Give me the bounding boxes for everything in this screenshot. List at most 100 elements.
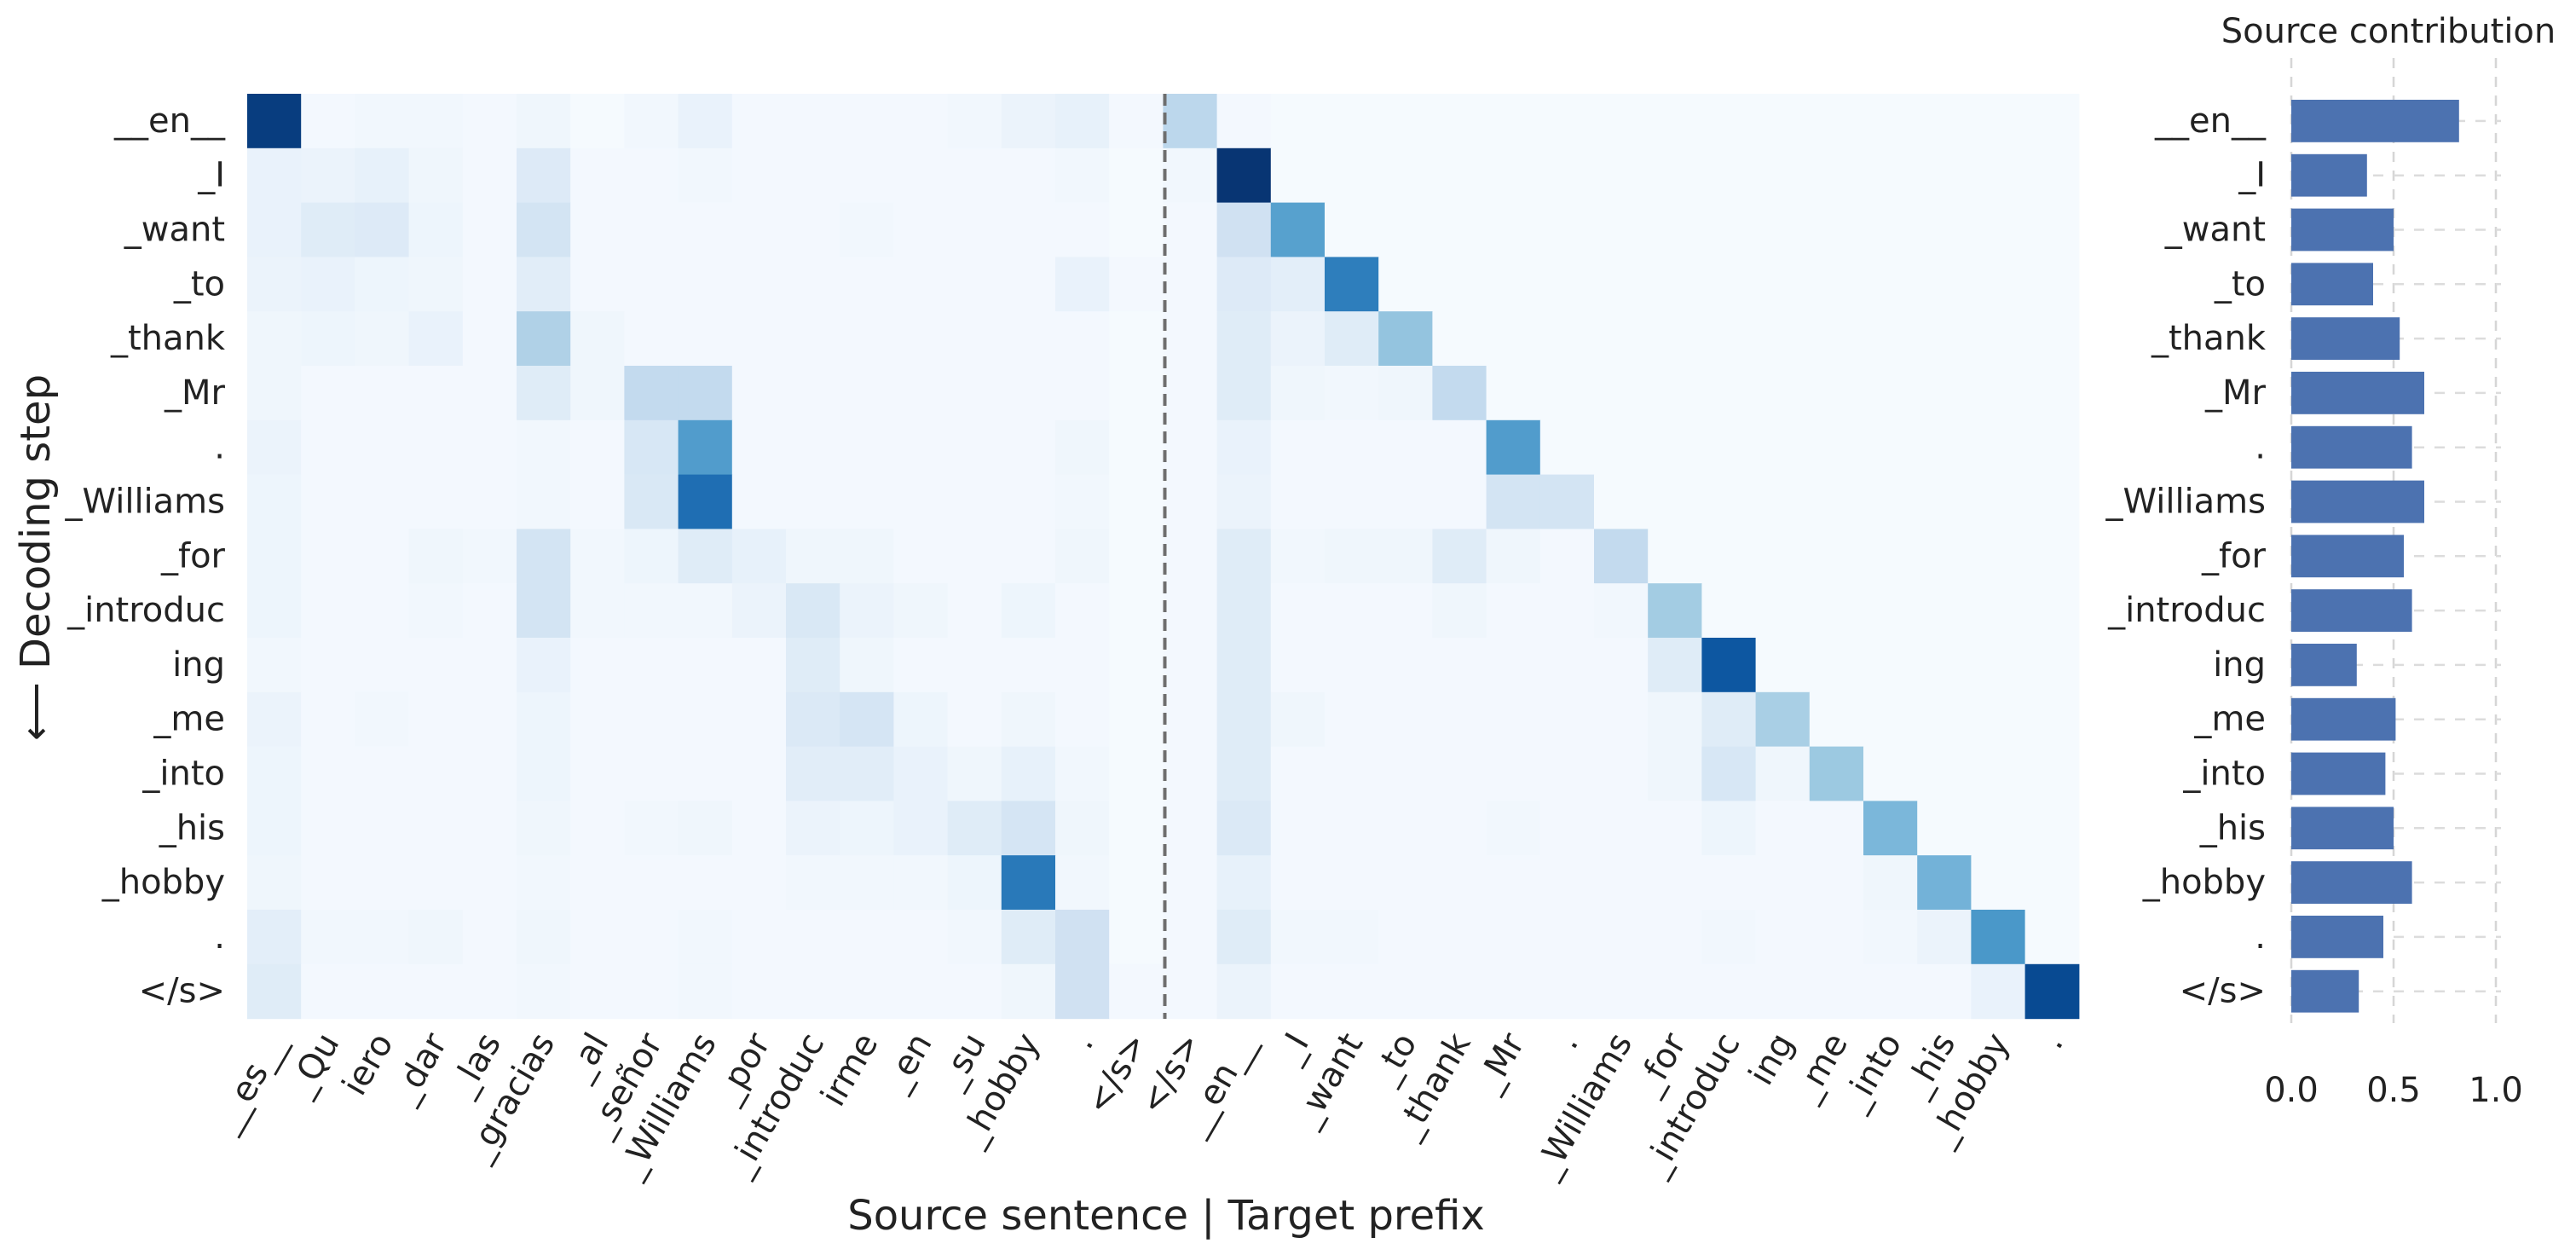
heatmap-cell [301,746,355,801]
heatmap-cell [1055,419,1110,476]
heatmap-cell [624,94,679,149]
heatmap-cell [1971,963,2026,1020]
heatmap-cell [408,257,464,312]
heatmap-cell [1917,638,1972,693]
heatmap-x-tick-label: . [1547,1027,1586,1055]
heatmap-cell [1216,638,1272,693]
heatmap-cell [947,855,1002,911]
heatmap-cell [947,94,1002,149]
heatmap-cell [1594,583,1649,639]
heatmap-cell [517,583,571,639]
heatmap-cell [517,638,571,693]
heatmap-cell [1863,746,1918,801]
heatmap-cell [1378,529,1433,584]
heatmap-x-tick-label: _Qu [280,1027,348,1103]
heatmap-cell [1325,855,1379,911]
heatmap-cell [1648,801,1702,856]
heatmap-cell [1378,963,1433,1020]
heatmap-cell [1001,746,1056,801]
heatmap-cell [1809,366,1864,421]
heatmap-cell [1001,691,1056,748]
heatmap-cell [893,801,949,856]
heatmap-cell [1755,311,1811,367]
heatmap-cell [947,801,1002,856]
heatmap-cell [1486,94,1541,149]
heatmap-cell [1701,691,1757,748]
heatmap-cell [1270,202,1326,257]
heatmap-cell [1917,94,1972,149]
bar-chart-y-tick-label: _introduc [2107,591,2266,630]
heatmap-cell [1378,94,1433,149]
heatmap-cell [408,801,464,856]
heatmap-cell [1109,638,1164,693]
heatmap-cell [355,691,410,748]
heatmap-cell [301,94,355,149]
heatmap-cell [355,746,410,801]
heatmap-cell [1486,202,1541,257]
heatmap-cell [1755,366,1811,421]
heatmap-cell [1701,583,1757,639]
heatmap-cell [1917,147,1972,204]
heatmap-cell [408,474,464,529]
heatmap-cell [517,746,571,801]
heatmap-cell [1863,147,1918,204]
heatmap-cell [1863,311,1918,367]
heatmap-cell [786,94,840,149]
source-contribution-bar [2291,644,2357,686]
heatmap-cell [570,910,625,965]
heatmap-cell [1001,202,1056,257]
heatmap-cell [1325,311,1379,367]
source-contribution-bar [2291,589,2412,632]
heatmap-cell [1648,529,1702,584]
heatmap-cell [1325,366,1379,421]
heatmap-cell [786,638,840,693]
heatmap-y-tick-label: _I [197,156,225,195]
heatmap-cell [247,583,302,639]
heatmap-cell [786,419,840,476]
heatmap-cell [1971,583,2026,639]
source-contribution-bar [2291,263,2373,306]
heatmap-cell [678,202,733,257]
heatmap-cell [1539,963,1595,1020]
heatmap-cell [1055,202,1110,257]
heatmap-cell [1971,801,2026,856]
heatmap-cell [1539,419,1595,476]
heatmap-cell [893,94,949,149]
heatmap-cell [678,638,733,693]
heatmap-cell [678,419,733,476]
heatmap-cell [1755,147,1811,204]
heatmap-cell [1001,474,1056,529]
heatmap-cell [1325,638,1379,693]
heatmap-cell [1917,474,1972,529]
heatmap-cell [1486,691,1541,748]
heatmap-y-tick-label: . [214,917,225,957]
heatmap-cell [247,311,302,367]
heatmap-cell [840,94,894,149]
heatmap-cell [1216,147,1272,204]
heatmap-cell [893,202,949,257]
heatmap-cell [2024,311,2080,367]
heatmap-cell [517,910,571,965]
heatmap-cell [1109,202,1164,257]
heatmap-cell [408,529,464,584]
heatmap-cell [1971,147,2026,204]
heatmap-cell [1432,691,1487,748]
heatmap-cell [840,419,894,476]
heatmap-cell [570,638,625,693]
heatmap-cell [1648,638,1702,693]
heatmap-cell [517,419,571,476]
heatmap-cell [678,963,733,1020]
heatmap-cell [1971,311,2026,367]
heatmap-cell [840,366,894,421]
heatmap-cell [1378,202,1433,257]
heatmap-cell [1378,366,1433,421]
heatmap-cell [893,474,949,529]
heatmap-cell [1163,366,1218,421]
heatmap-cell [570,474,625,529]
heatmap-cell [1917,311,1972,367]
heatmap-cell [1109,366,1164,421]
heatmap-cell [624,638,679,693]
heatmap-cell [1648,94,1702,149]
attention-heatmap [247,94,2080,1020]
heatmap-cell [247,691,302,748]
